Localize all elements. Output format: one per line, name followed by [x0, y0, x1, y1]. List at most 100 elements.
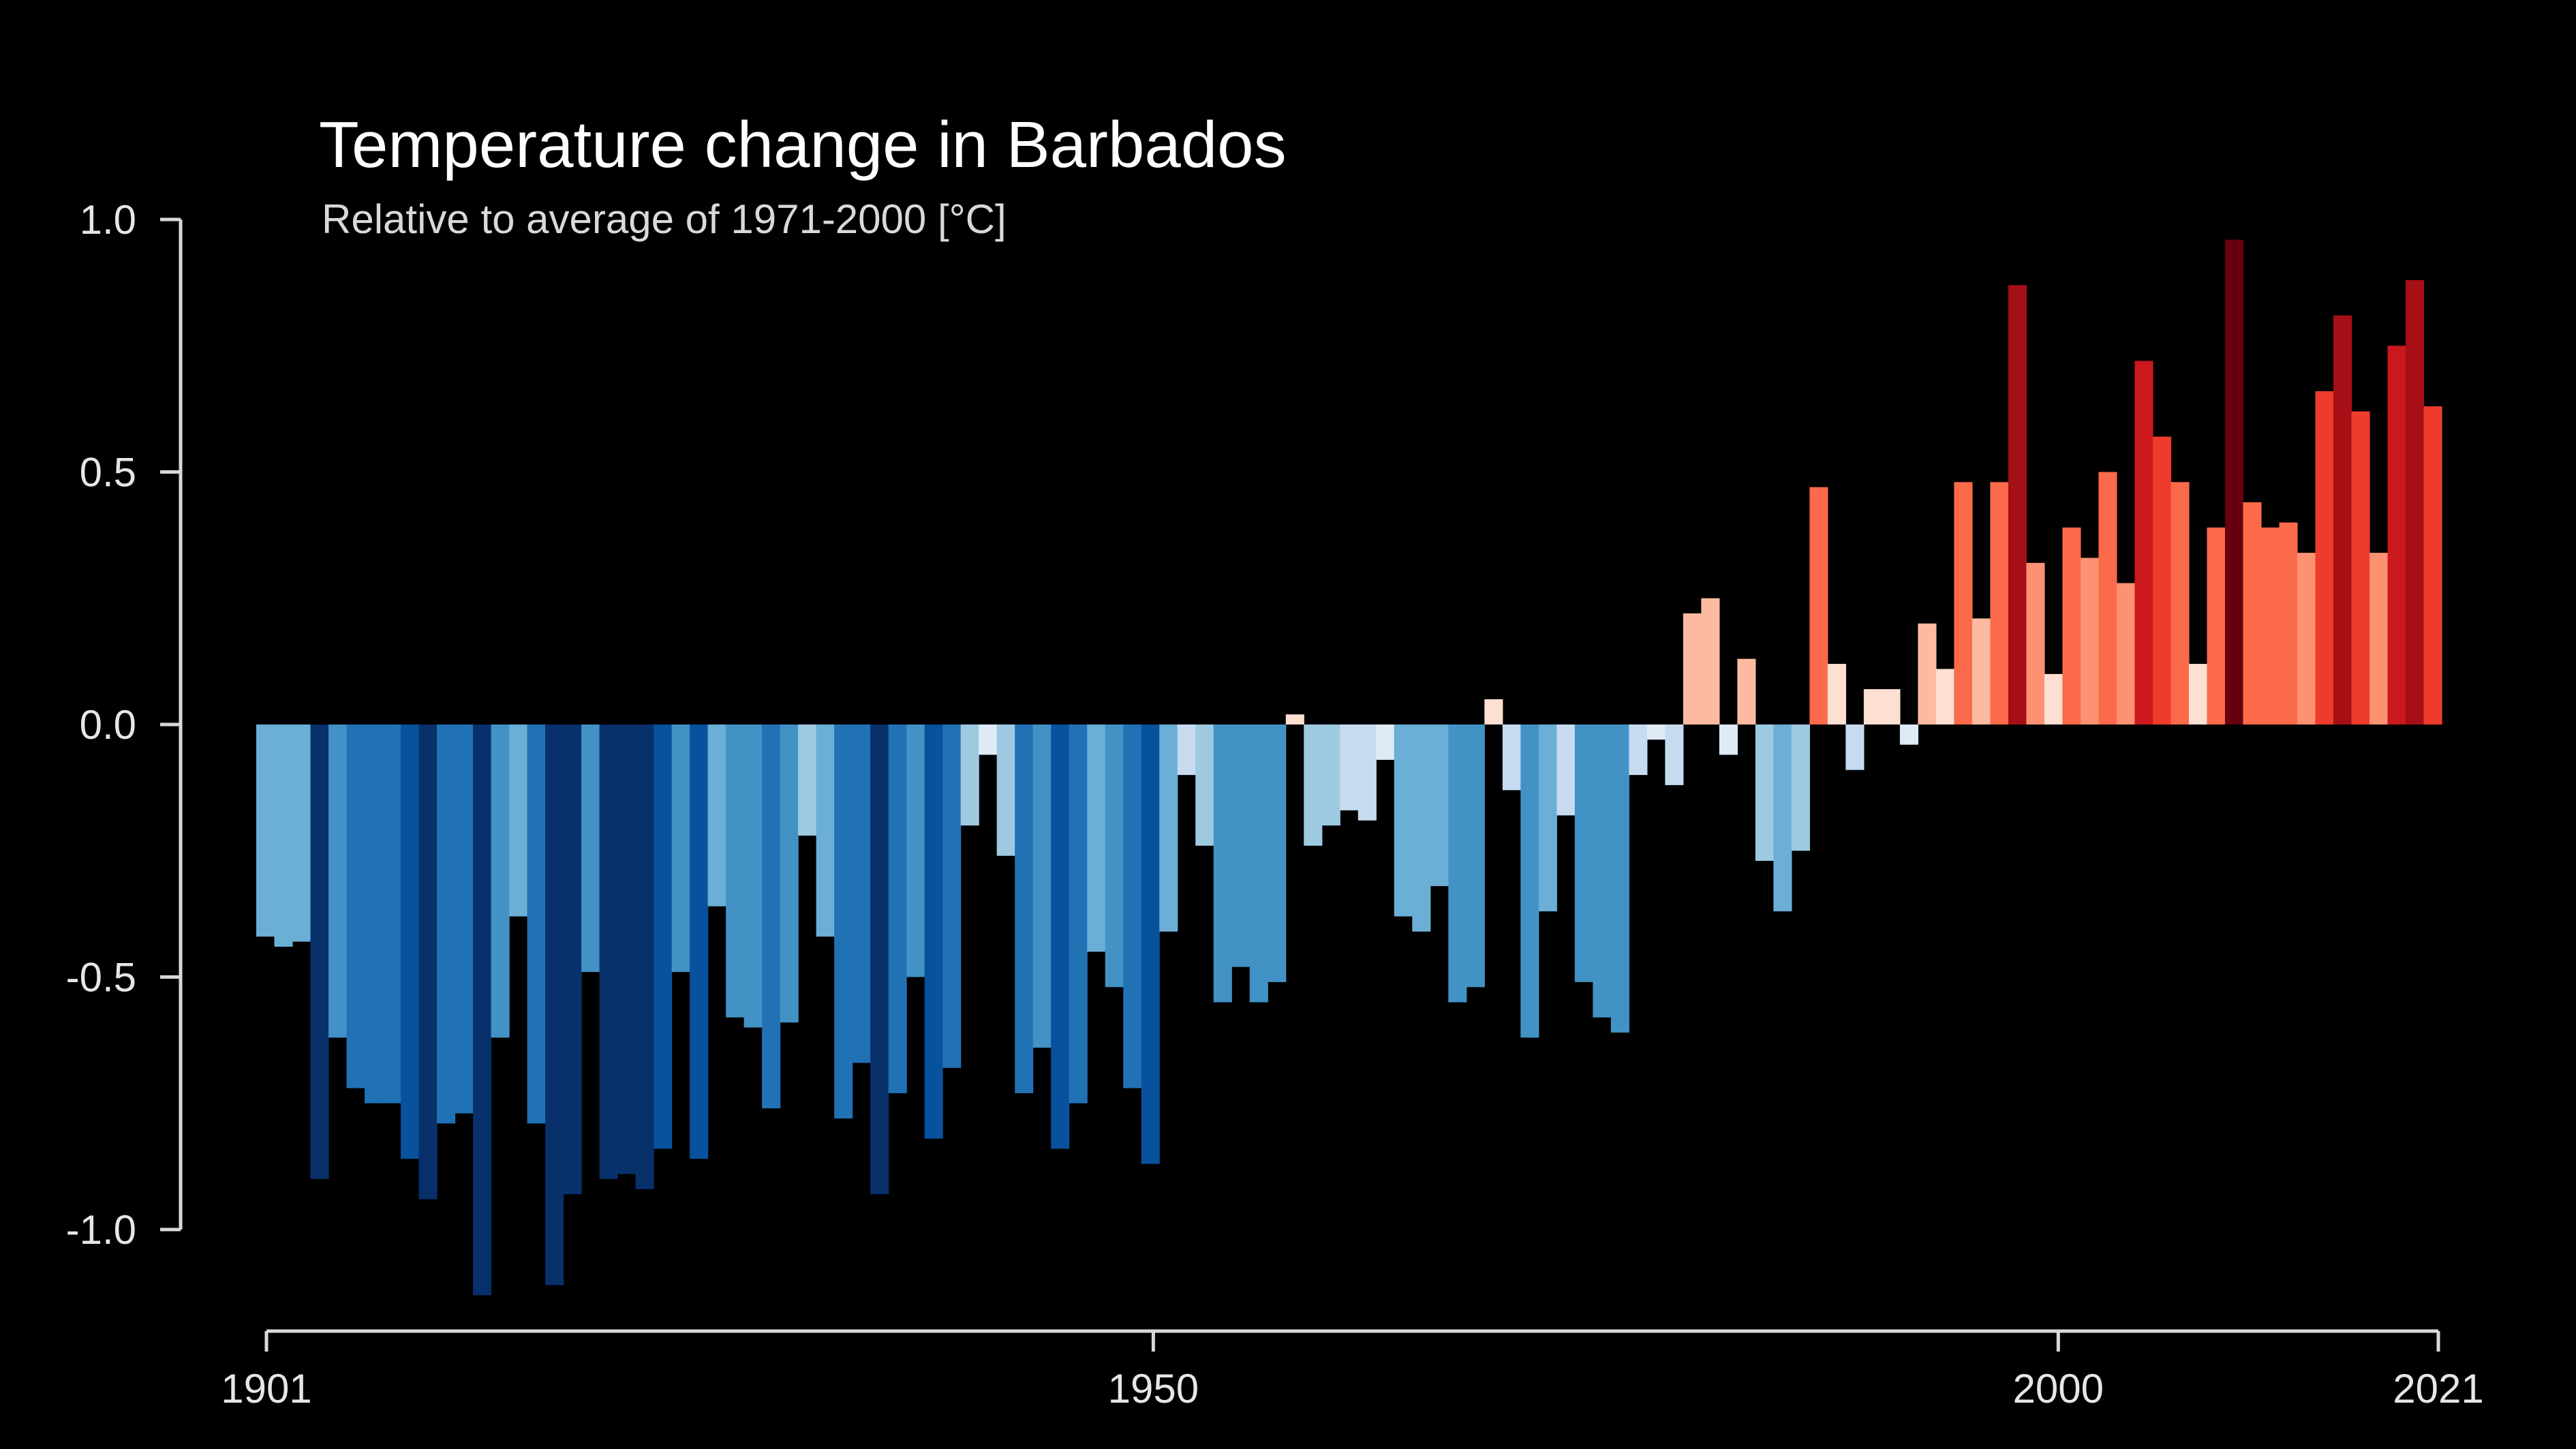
bar-1905 [328, 724, 348, 1038]
y-tick-label: -1.0 [66, 1207, 136, 1253]
bar-1997 [1990, 482, 2009, 724]
bar-1965 [1412, 724, 1431, 932]
bar-1984 [1755, 724, 1774, 861]
y-tick-label: 1.0 [80, 197, 136, 243]
bar-1970 [1502, 724, 1521, 791]
bar-1964 [1394, 724, 1413, 917]
bar-1908 [382, 724, 401, 1103]
bar-1995 [1954, 482, 1973, 724]
bar-1910 [418, 724, 438, 1200]
bar-2012 [2260, 528, 2280, 724]
bar-1918 [563, 724, 582, 1195]
bar-1960 [1321, 724, 1340, 826]
bar-1923 [654, 724, 673, 1149]
x-tick-label: 1950 [1108, 1366, 1199, 1412]
bar-1924 [671, 724, 690, 973]
bar-1958 [1285, 714, 1304, 724]
bar-1994 [1935, 669, 1954, 724]
bar-1906 [346, 724, 365, 1088]
bar-1903 [292, 724, 311, 942]
bar-1980 [1683, 613, 1702, 724]
bar-1971 [1520, 724, 1539, 1038]
bar-1955 [1231, 724, 1251, 967]
x-axis: 1901 1950 2000 2021 [221, 1329, 2484, 1412]
bar-1974 [1574, 724, 1593, 982]
bar-1983 [1737, 658, 1756, 724]
bar-1952 [1177, 724, 1196, 776]
bar-2010 [2224, 239, 2244, 724]
bar-2008 [2188, 664, 2208, 724]
bar-1992 [1899, 724, 1918, 745]
bar-1963 [1376, 724, 1395, 760]
bar-1990 [1863, 689, 1882, 724]
bar-2011 [2243, 502, 2262, 724]
bar-1961 [1340, 724, 1359, 810]
bar-series [256, 239, 2442, 1296]
bar-1998 [2008, 285, 2027, 725]
x-tick-label: 2000 [2013, 1366, 2104, 1412]
bar-2020 [2405, 279, 2425, 724]
bar-2014 [2297, 553, 2316, 724]
bar-1991 [1882, 689, 1901, 724]
bar-1938 [924, 724, 943, 1139]
bar-1996 [1972, 618, 1991, 724]
bar-1982 [1719, 724, 1738, 755]
bar-1947 [1087, 724, 1106, 952]
bar-1959 [1304, 724, 1323, 846]
bar-1914 [491, 724, 510, 1038]
bar-1925 [690, 724, 709, 1159]
x-tick-label: 1901 [221, 1366, 311, 1412]
bar-1978 [1646, 724, 1666, 740]
bar-1999 [2026, 562, 2045, 724]
bar-1972 [1538, 724, 1557, 912]
bar-2003 [2098, 472, 2117, 724]
bar-1987 [1809, 487, 1828, 724]
y-tick-label: 0.5 [80, 450, 136, 495]
bar-1943 [1015, 724, 1034, 1093]
bar-1962 [1358, 724, 1377, 821]
bar-1953 [1195, 724, 1214, 846]
bar-1930 [780, 724, 799, 1023]
y-tick-label: -0.5 [66, 955, 136, 1001]
bar-2021 [2423, 406, 2442, 724]
bar-1956 [1249, 724, 1268, 1003]
bar-1909 [401, 724, 420, 1159]
bar-1981 [1701, 598, 1720, 724]
bar-1928 [743, 724, 763, 1028]
bar-2001 [2062, 528, 2081, 724]
bar-1935 [870, 724, 889, 1195]
bar-1937 [906, 724, 925, 977]
bar-1907 [365, 724, 384, 1103]
bar-1932 [816, 724, 835, 937]
bar-1917 [545, 724, 564, 1285]
chart-title: Temperature change in Barbados [319, 108, 1287, 181]
bar-2013 [2279, 522, 2298, 724]
bar-2006 [2152, 436, 2172, 724]
bar-1926 [707, 724, 726, 906]
bar-1966 [1430, 724, 1449, 887]
bar-1911 [437, 724, 456, 1124]
bar-1975 [1593, 724, 1612, 1018]
bar-1969 [1484, 699, 1503, 724]
bar-2005 [2134, 361, 2153, 724]
bar-1967 [1448, 724, 1467, 1003]
bar-1976 [1610, 724, 1629, 1033]
bar-1912 [455, 724, 474, 1114]
bar-1933 [834, 724, 853, 1118]
bar-2016 [2333, 315, 2352, 724]
bar-1985 [1773, 724, 1792, 912]
bar-1941 [979, 724, 998, 755]
bar-1916 [527, 724, 546, 1124]
bar-2009 [2207, 528, 2226, 724]
bar-1931 [798, 724, 817, 836]
bar-1950 [1141, 724, 1160, 1164]
bar-1993 [1918, 623, 1937, 724]
bar-1904 [310, 724, 329, 1179]
bar-1913 [473, 724, 492, 1296]
bar-2002 [2080, 558, 2100, 724]
bar-1988 [1827, 664, 1846, 724]
bar-1915 [509, 724, 528, 917]
bar-1977 [1629, 724, 1648, 776]
bar-1942 [996, 724, 1015, 856]
